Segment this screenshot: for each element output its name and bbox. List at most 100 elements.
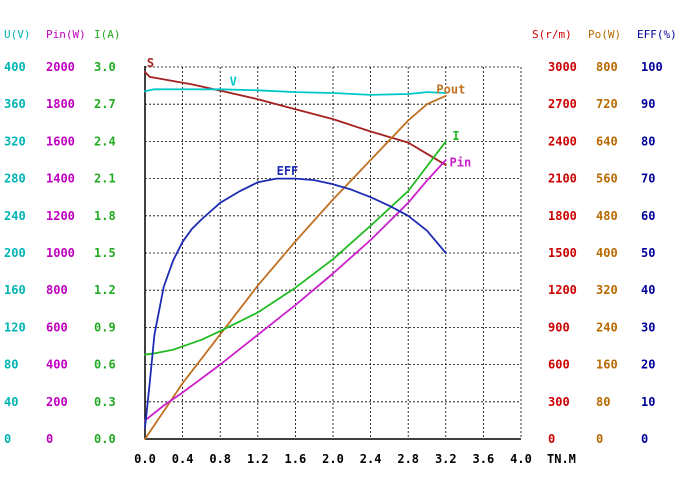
tick-label: 40 — [641, 283, 655, 297]
tick-label: 600 — [548, 358, 570, 372]
curve-label-pin: Pin — [450, 156, 472, 170]
curve-labels: S V EFF Pout I Pin — [147, 56, 471, 178]
tick-label: 3000 — [548, 60, 577, 74]
tick-label: 100 — [641, 60, 663, 74]
tick-label: 40 — [4, 395, 18, 409]
curve-label-eff: EFF — [277, 164, 299, 178]
tick-label: 360 — [4, 97, 26, 111]
series-line-s — [144, 71, 447, 166]
x-tick-label: 4.0 — [510, 452, 532, 466]
tick-label: 90 — [641, 97, 655, 111]
axis-header: S(r/m) — [532, 28, 572, 41]
x-tick-label: 1.6 — [285, 452, 307, 466]
tick-label: 50 — [641, 246, 655, 260]
tick-label: 240 — [596, 320, 618, 334]
tick-label: 120 — [4, 320, 26, 334]
tick-label: 1800 — [46, 97, 75, 111]
x-tick-label: 0.0 — [134, 452, 156, 466]
tick-label: 600 — [46, 320, 68, 334]
tick-label: 0 — [548, 432, 555, 446]
tick-label: 1200 — [46, 209, 75, 223]
tick-label: 70 — [641, 172, 655, 186]
tick-label: 20 — [641, 358, 655, 372]
x-tick-label: 0.4 — [172, 452, 194, 466]
tick-label: 1500 — [548, 246, 577, 260]
tick-label: 0 — [4, 432, 11, 446]
tick-label: 1200 — [548, 283, 577, 297]
tick-label: 1.5 — [94, 246, 116, 260]
tick-label: 480 — [596, 209, 618, 223]
tick-label: 1800 — [548, 209, 577, 223]
tick-label: 300 — [548, 395, 570, 409]
axis-header: I(A) — [94, 28, 121, 41]
tick-label: 160 — [596, 358, 618, 372]
tick-label: 280 — [4, 172, 26, 186]
tick-label: 320 — [4, 134, 26, 148]
left-axes: U(V) 0 40 80 120 160 200 240 280 320 360 400 Pin(W) 0… — [4, 28, 121, 446]
curve-label-s: S — [147, 56, 154, 70]
axis-header: Po(W) — [588, 28, 621, 41]
x-axis: 0.0 0.4 0.8 1.2 1.6 2.0 2.4 2.8 3.2 3.6 4.0 TN.M — [134, 452, 576, 466]
tick-label: 800 — [46, 283, 68, 297]
tick-label: 1.8 — [94, 209, 116, 223]
tick-label: 1.2 — [94, 283, 116, 297]
tick-label: 0 — [641, 432, 648, 446]
x-tick-label: 3.2 — [435, 452, 457, 466]
tick-label: 1400 — [46, 172, 75, 186]
tick-label: 1600 — [46, 134, 75, 148]
tick-label: 2000 — [46, 60, 75, 74]
curve-label-v: V — [230, 75, 237, 89]
tick-label: 2700 — [548, 97, 577, 111]
x-tick-label: 2.4 — [360, 452, 382, 466]
series-line-pin — [144, 159, 447, 422]
tick-label: 10 — [641, 395, 655, 409]
axis-header: U(V) — [4, 28, 31, 41]
tick-label: 400 — [596, 246, 618, 260]
grid — [145, 66, 522, 439]
tick-label: 240 — [4, 209, 26, 223]
series-line-pout — [144, 94, 447, 440]
tick-label: 400 — [46, 358, 68, 372]
tick-label: 0.0 — [94, 432, 116, 446]
x-axis-unit: TN.M — [547, 452, 576, 466]
series-line-v — [144, 88, 447, 96]
tick-label: 800 — [596, 60, 618, 74]
tick-label: 2400 — [548, 134, 577, 148]
tick-label: 560 — [596, 172, 618, 186]
tick-label: 80 — [641, 134, 655, 148]
tick-label: 0 — [46, 432, 53, 446]
tick-label: 2.7 — [94, 97, 116, 111]
tick-label: 60 — [641, 209, 655, 223]
tick-label: 160 — [4, 283, 26, 297]
tick-label: 30 — [641, 320, 655, 334]
tick-label: 80 — [4, 358, 18, 372]
tick-label: 320 — [596, 283, 618, 297]
tick-label: 0.6 — [94, 358, 116, 372]
tick-label: 640 — [596, 134, 618, 148]
tick-label: 0 — [596, 432, 603, 446]
x-tick-label: 2.0 — [322, 452, 344, 466]
tick-label: 0.3 — [94, 395, 116, 409]
tick-label: 2.1 — [94, 172, 116, 186]
plot-frame — [144, 66, 521, 440]
right-axes: S(r/m)0300600900120015001800210024002700… — [532, 28, 677, 446]
series-line-eff — [144, 177, 447, 429]
series-line-i — [144, 140, 447, 356]
x-tick-label: 2.8 — [397, 452, 419, 466]
tick-label: 400 — [4, 60, 26, 74]
tick-label: 0.9 — [94, 320, 116, 334]
tick-label: 2100 — [548, 172, 577, 186]
tick-label: 200 — [46, 395, 68, 409]
tick-label: 2.4 — [94, 134, 116, 148]
tick-label: 3.0 — [94, 60, 116, 74]
curve-label-pout: Pout — [436, 83, 465, 97]
x-tick-label: 1.2 — [247, 452, 269, 466]
tick-label: 720 — [596, 97, 618, 111]
tick-label: 900 — [548, 320, 570, 334]
curve-label-i: I — [452, 129, 459, 143]
x-tick-label: 0.8 — [209, 452, 231, 466]
axis-header: EFF(%) — [637, 28, 677, 41]
tick-label: 1000 — [46, 246, 75, 260]
tick-label: 80 — [596, 395, 610, 409]
